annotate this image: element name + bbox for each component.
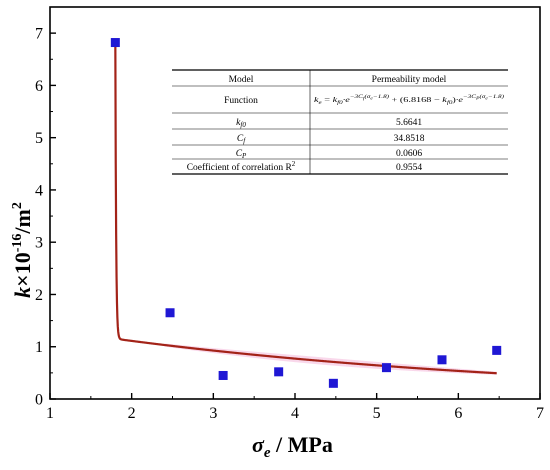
data-point <box>165 308 175 318</box>
x-tick-label: 6 <box>454 405 462 422</box>
y-tick-label: 3 <box>35 235 43 252</box>
data-point <box>381 363 391 373</box>
y-tick-label: 2 <box>35 287 43 304</box>
model-table: Model Permeability model Function ke = k… <box>172 68 508 175</box>
x-tick-label: 4 <box>291 405 299 422</box>
table-header-permeability: Permeability model <box>372 75 447 85</box>
x-tick-label: 7 <box>536 405 544 422</box>
y-tick-label: 6 <box>35 78 43 95</box>
y-tick-label: 1 <box>35 339 43 356</box>
y-tick-label: 5 <box>35 130 43 147</box>
data-point <box>492 345 502 355</box>
data-point <box>328 378 338 388</box>
x-axis-title: σe / MPa <box>252 432 333 461</box>
data-point <box>437 355 447 365</box>
table-formula: ke = kf0 ·e −3C f(σ e−1.8) + (6.8168 − kf0)·… <box>314 95 504 106</box>
table-row-cf-value: 34.8518 <box>394 134 425 144</box>
data-point <box>218 370 228 380</box>
table-row-r2-label: Coefficient of correlation R2 <box>187 160 296 173</box>
x-tick-label: 3 <box>209 405 217 422</box>
fit-layer <box>114 42 497 375</box>
data-points <box>110 38 502 388</box>
y-axis-title: k×10-16/m2 <box>10 202 35 298</box>
table-function-label: Function <box>224 96 258 106</box>
y-tick-label: 4 <box>35 182 43 199</box>
x-tick-label: 1 <box>46 405 54 422</box>
data-point <box>274 367 284 377</box>
table-row-kf0-value: 5.6641 <box>396 118 422 128</box>
x-tick-label: 5 <box>373 405 381 422</box>
x-tick-label: 2 <box>128 405 136 422</box>
table-row-cf-label: Cf <box>237 134 246 145</box>
y-tick-label: 7 <box>35 26 43 43</box>
table-row-r2-value: 0.9554 <box>396 163 422 173</box>
fit-curve <box>114 42 497 375</box>
table-row-cp-value: 0.0606 <box>396 149 422 159</box>
table-row-cp-label: CP <box>236 149 247 160</box>
table-header-model: Model <box>229 75 254 85</box>
data-point <box>110 38 120 48</box>
table-row-kf0-label: kf0 <box>236 118 246 129</box>
y-tick-label: 0 <box>35 392 43 409</box>
